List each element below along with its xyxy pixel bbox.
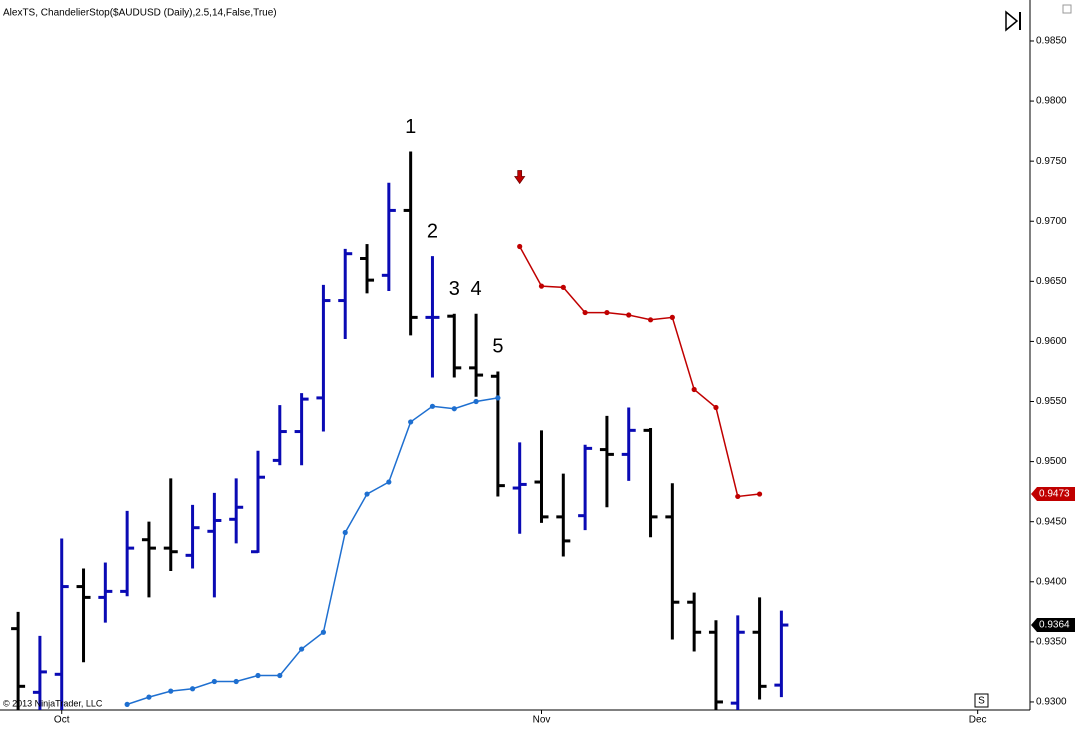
- annotation: 4: [471, 278, 482, 300]
- y-tick-label: 0.9650: [1036, 276, 1067, 287]
- y-tick-label: 0.9300: [1036, 697, 1067, 708]
- y-tick-label: 0.9500: [1036, 456, 1067, 467]
- y-tick-label: 0.9400: [1036, 576, 1067, 587]
- stop-point: [429, 403, 436, 409]
- signal-arrow: [514, 170, 526, 185]
- axis-button[interactable]: [1062, 4, 1072, 14]
- stop-point: [211, 678, 217, 685]
- corner-label: S: [978, 696, 985, 707]
- stop-point: [299, 646, 305, 652]
- price-box: [1031, 487, 1075, 502]
- stop-point: [342, 529, 348, 536]
- annotation: 2: [427, 220, 438, 242]
- stop-point: [560, 284, 566, 290]
- stop-point: [517, 243, 523, 250]
- stop-point: [495, 395, 501, 401]
- play-icon: [1005, 10, 1019, 32]
- stop-point: [451, 406, 457, 412]
- y-tick-label: 0.9850: [1036, 36, 1067, 47]
- y-tick-label: 0.9800: [1036, 96, 1067, 107]
- stop-point: [604, 309, 610, 316]
- corner-box[interactable]: [974, 693, 989, 708]
- stop-point: [756, 491, 763, 497]
- price-box-label: 0.9364: [1039, 620, 1070, 631]
- stop-line: [519, 246, 760, 498]
- scroll-end-button[interactable]: [1005, 10, 1021, 32]
- stop-point: [691, 386, 697, 393]
- copyright: © 2013 NinjaTrader, LLC: [3, 698, 103, 708]
- stop-point: [626, 312, 632, 318]
- stop-point: [233, 678, 239, 685]
- stop-point: [473, 398, 479, 405]
- stop-point: [364, 491, 370, 497]
- y-tick-label: 0.9550: [1036, 396, 1067, 407]
- x-tick-label: Nov: [533, 715, 551, 726]
- annotation: 5: [492, 336, 503, 358]
- price-box: [1031, 618, 1075, 633]
- stop-point: [277, 672, 283, 679]
- plot-area: [11, 151, 789, 710]
- stop-point: [168, 688, 174, 694]
- y-tick-label: 0.9700: [1036, 216, 1067, 227]
- annotation: 1: [405, 116, 416, 138]
- chart-title: AlexTS, ChandelierStop($AUDUSD (Daily),2…: [3, 8, 277, 19]
- stop-point: [735, 493, 741, 500]
- stop-point: [255, 672, 261, 679]
- y-tick-label: 0.9450: [1036, 516, 1067, 527]
- stop-point: [669, 314, 675, 320]
- stop-point: [124, 701, 130, 707]
- y-tick-label: 0.9750: [1036, 156, 1067, 167]
- stop-point: [713, 404, 719, 411]
- x-tick-label: Oct: [54, 715, 70, 726]
- stop-point: [538, 283, 545, 289]
- y-tick-label: 0.9600: [1036, 336, 1067, 347]
- stop-line: [126, 397, 499, 706]
- stop-point: [582, 309, 588, 316]
- y-tick-label: 0.9350: [1036, 637, 1067, 648]
- annotation: 3: [449, 278, 460, 300]
- stop-point: [146, 694, 152, 700]
- stop-point: [320, 629, 327, 635]
- stop-point: [386, 479, 392, 485]
- x-tick-label: Dec: [969, 715, 987, 726]
- stop-point: [189, 686, 196, 692]
- stop-point: [408, 419, 414, 425]
- price-box-label: 0.9473: [1039, 489, 1070, 500]
- stop-point: [647, 317, 654, 323]
